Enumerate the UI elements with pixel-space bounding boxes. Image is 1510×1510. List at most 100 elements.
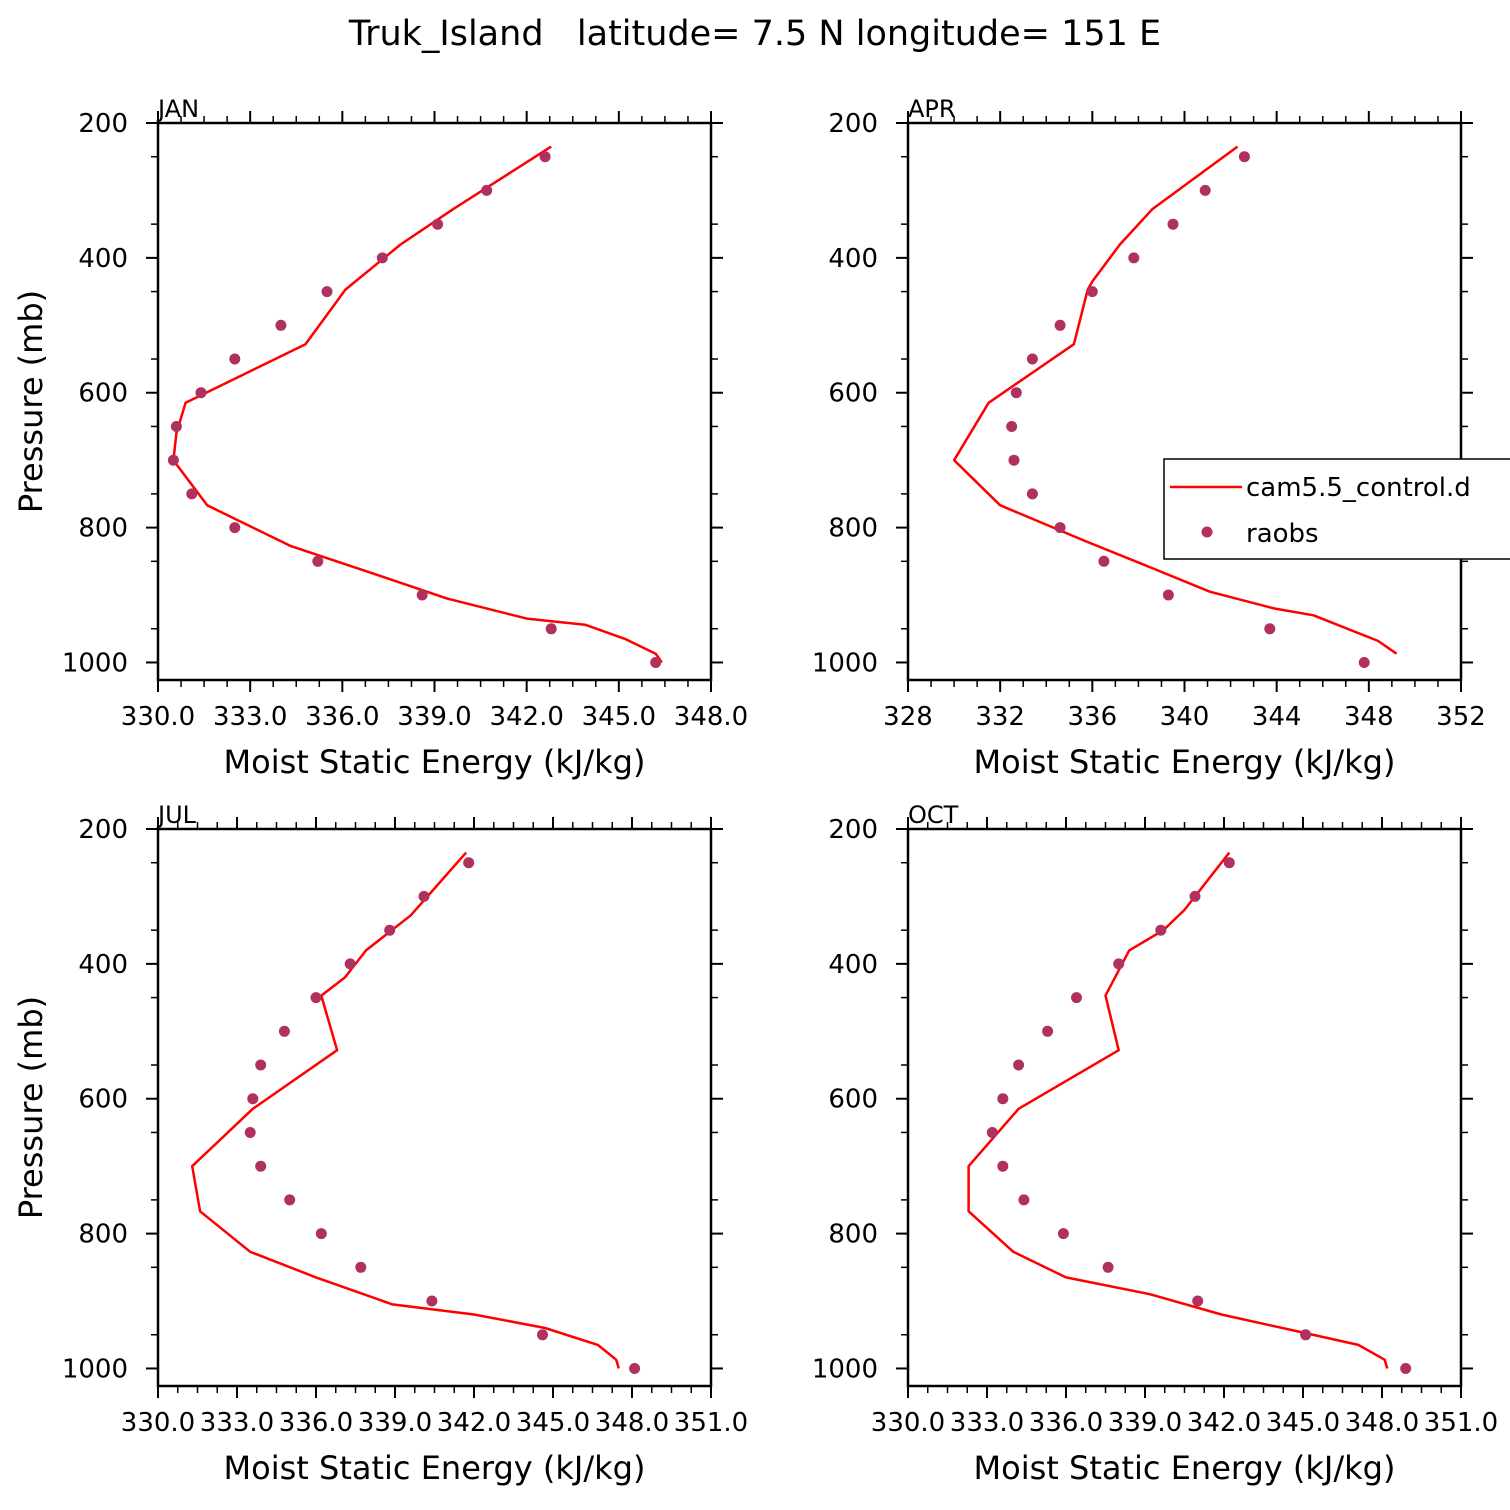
y-axis-label-jan: Pressure (mb) — [12, 290, 50, 513]
obs-point-jul — [278, 1025, 290, 1037]
obs-point-jan — [229, 522, 241, 534]
obs-point-jul — [463, 857, 475, 869]
obs-point-apr — [1054, 319, 1066, 331]
y-tick-label: 800 — [78, 514, 128, 544]
x-tick-label: 348.0 — [674, 702, 748, 732]
plot-frame-jan — [156, 121, 713, 682]
series-line-oct — [967, 851, 1389, 1369]
y-tick-label: 800 — [828, 514, 878, 544]
y-tick-label: 600 — [78, 379, 128, 409]
obs-point-apr — [1238, 151, 1250, 163]
legend-box — [1163, 458, 1510, 560]
x-tick-label: 336 — [1068, 702, 1118, 732]
obs-point-jan — [545, 623, 557, 635]
obs-point-jul — [355, 1261, 367, 1273]
x-tick-label: 328 — [883, 702, 933, 732]
obs-point-oct — [1192, 1295, 1204, 1307]
x-tick-label: 348 — [1344, 702, 1394, 732]
x-tick-label: 344 — [1252, 702, 1302, 732]
series-line-jul — [190, 851, 620, 1369]
obs-point-jan — [481, 184, 493, 196]
obs-point-jan — [321, 286, 333, 298]
obs-point-apr — [1128, 252, 1140, 264]
y-tick-label: 200 — [828, 109, 878, 139]
obs-point-jan — [275, 319, 287, 331]
y-tick-label: 1000 — [812, 1354, 878, 1384]
x-axis-label-jul: Moist Static Energy (kJ/kg) — [224, 1449, 646, 1487]
x-tick-label: 330.0 — [121, 702, 195, 732]
panel-jan: JAN 330.0 333.0 336.0 339.0 342.0 345.0 348.0 20… — [12, 95, 748, 781]
series-line-apr — [952, 145, 1398, 655]
x-tick-label: 330.0 — [121, 1408, 195, 1438]
plot-frame-oct — [906, 827, 1463, 1388]
legend-label-obs: raobs — [1246, 519, 1319, 549]
obs-point-jan — [167, 454, 179, 466]
obs-point-oct — [1400, 1363, 1412, 1374]
obs-point-oct — [997, 1093, 1009, 1105]
obs-point-apr — [1054, 522, 1066, 534]
x-tick-label: 340 — [1160, 702, 1210, 732]
obs-point-oct — [1057, 1228, 1069, 1240]
figure-title: Truk_Island latitude= 7.5 N longitude= 1… — [348, 14, 1161, 54]
y-tick-label: 200 — [78, 815, 128, 845]
x-tick-label: 339.0 — [358, 1408, 432, 1438]
x-tick-label: 339.0 — [397, 702, 471, 732]
obs-point-oct — [1189, 890, 1201, 902]
obs-point-jul — [255, 1059, 267, 1071]
obs-point-jul — [244, 1127, 256, 1138]
x-axis-label-apr: Moist Static Energy (kJ/kg) — [974, 743, 1396, 781]
obs-point-apr — [1026, 353, 1038, 365]
obs-point-apr — [1162, 589, 1174, 601]
panel-oct: OCT 330.0 333.0 336.0 339.0 342.0 345.0 348.0 35… — [812, 801, 1498, 1487]
obs-point-jul — [426, 1295, 438, 1307]
obs-point-oct — [1113, 958, 1125, 970]
obs-point-jan — [650, 657, 662, 668]
y-tick-label: 200 — [78, 109, 128, 139]
obs-point-apr — [1358, 657, 1370, 668]
obs-point-apr — [1167, 218, 1179, 230]
obs-point-jul — [537, 1329, 548, 1341]
obs-point-oct — [1013, 1059, 1025, 1071]
obs-point-oct — [1300, 1329, 1312, 1341]
obs-point-oct — [1042, 1025, 1054, 1037]
obs-point-jan — [229, 353, 241, 365]
x-tick-label: 342.0 — [489, 702, 563, 732]
obs-point-jul — [629, 1363, 641, 1374]
y-axis-label-jul: Pressure (mb) — [12, 996, 50, 1219]
obs-point-apr — [1006, 421, 1018, 432]
x-tick-label: 330.0 — [871, 1408, 945, 1438]
y-tick-label: 600 — [78, 1085, 128, 1115]
x-tick-label: 333.0 — [213, 702, 287, 732]
panel-label-jan: JAN — [156, 95, 199, 123]
x-tick-label: 345.0 — [582, 702, 656, 732]
obs-point-jul — [344, 958, 356, 970]
y-tick-label: 600 — [828, 379, 878, 409]
obs-point-jan — [432, 218, 444, 230]
obs-point-apr — [1026, 488, 1038, 500]
obs-point-jan — [312, 555, 324, 567]
y-tick-label: 400 — [78, 244, 128, 274]
obs-point-apr — [1199, 184, 1211, 196]
obs-point-jan — [539, 151, 551, 163]
panel-jul: JUL 330.0 333.0 336.0 339.0 342.0 345.0 348.0 35… — [12, 801, 748, 1487]
obs-point-oct — [986, 1127, 998, 1138]
x-tick-label: 342.0 — [437, 1408, 511, 1438]
obs-point-oct — [1071, 992, 1082, 1004]
y-tick-label: 600 — [828, 1085, 878, 1115]
x-tick-label: 351.0 — [1424, 1408, 1498, 1438]
obs-point-jan — [195, 387, 207, 399]
y-tick-label: 1000 — [812, 648, 878, 678]
obs-point-jul — [315, 1228, 327, 1240]
obs-point-jan — [170, 421, 182, 432]
legend-marker-swatch — [1201, 526, 1213, 538]
obs-point-oct — [1018, 1194, 1030, 1206]
x-axis-label-oct: Moist Static Energy (kJ/kg) — [974, 1449, 1396, 1487]
x-tick-label: 333.0 — [200, 1408, 274, 1438]
x-tick-label: 345.0 — [516, 1408, 590, 1438]
obs-point-jan — [186, 488, 198, 500]
y-tick-label: 800 — [828, 1220, 878, 1250]
